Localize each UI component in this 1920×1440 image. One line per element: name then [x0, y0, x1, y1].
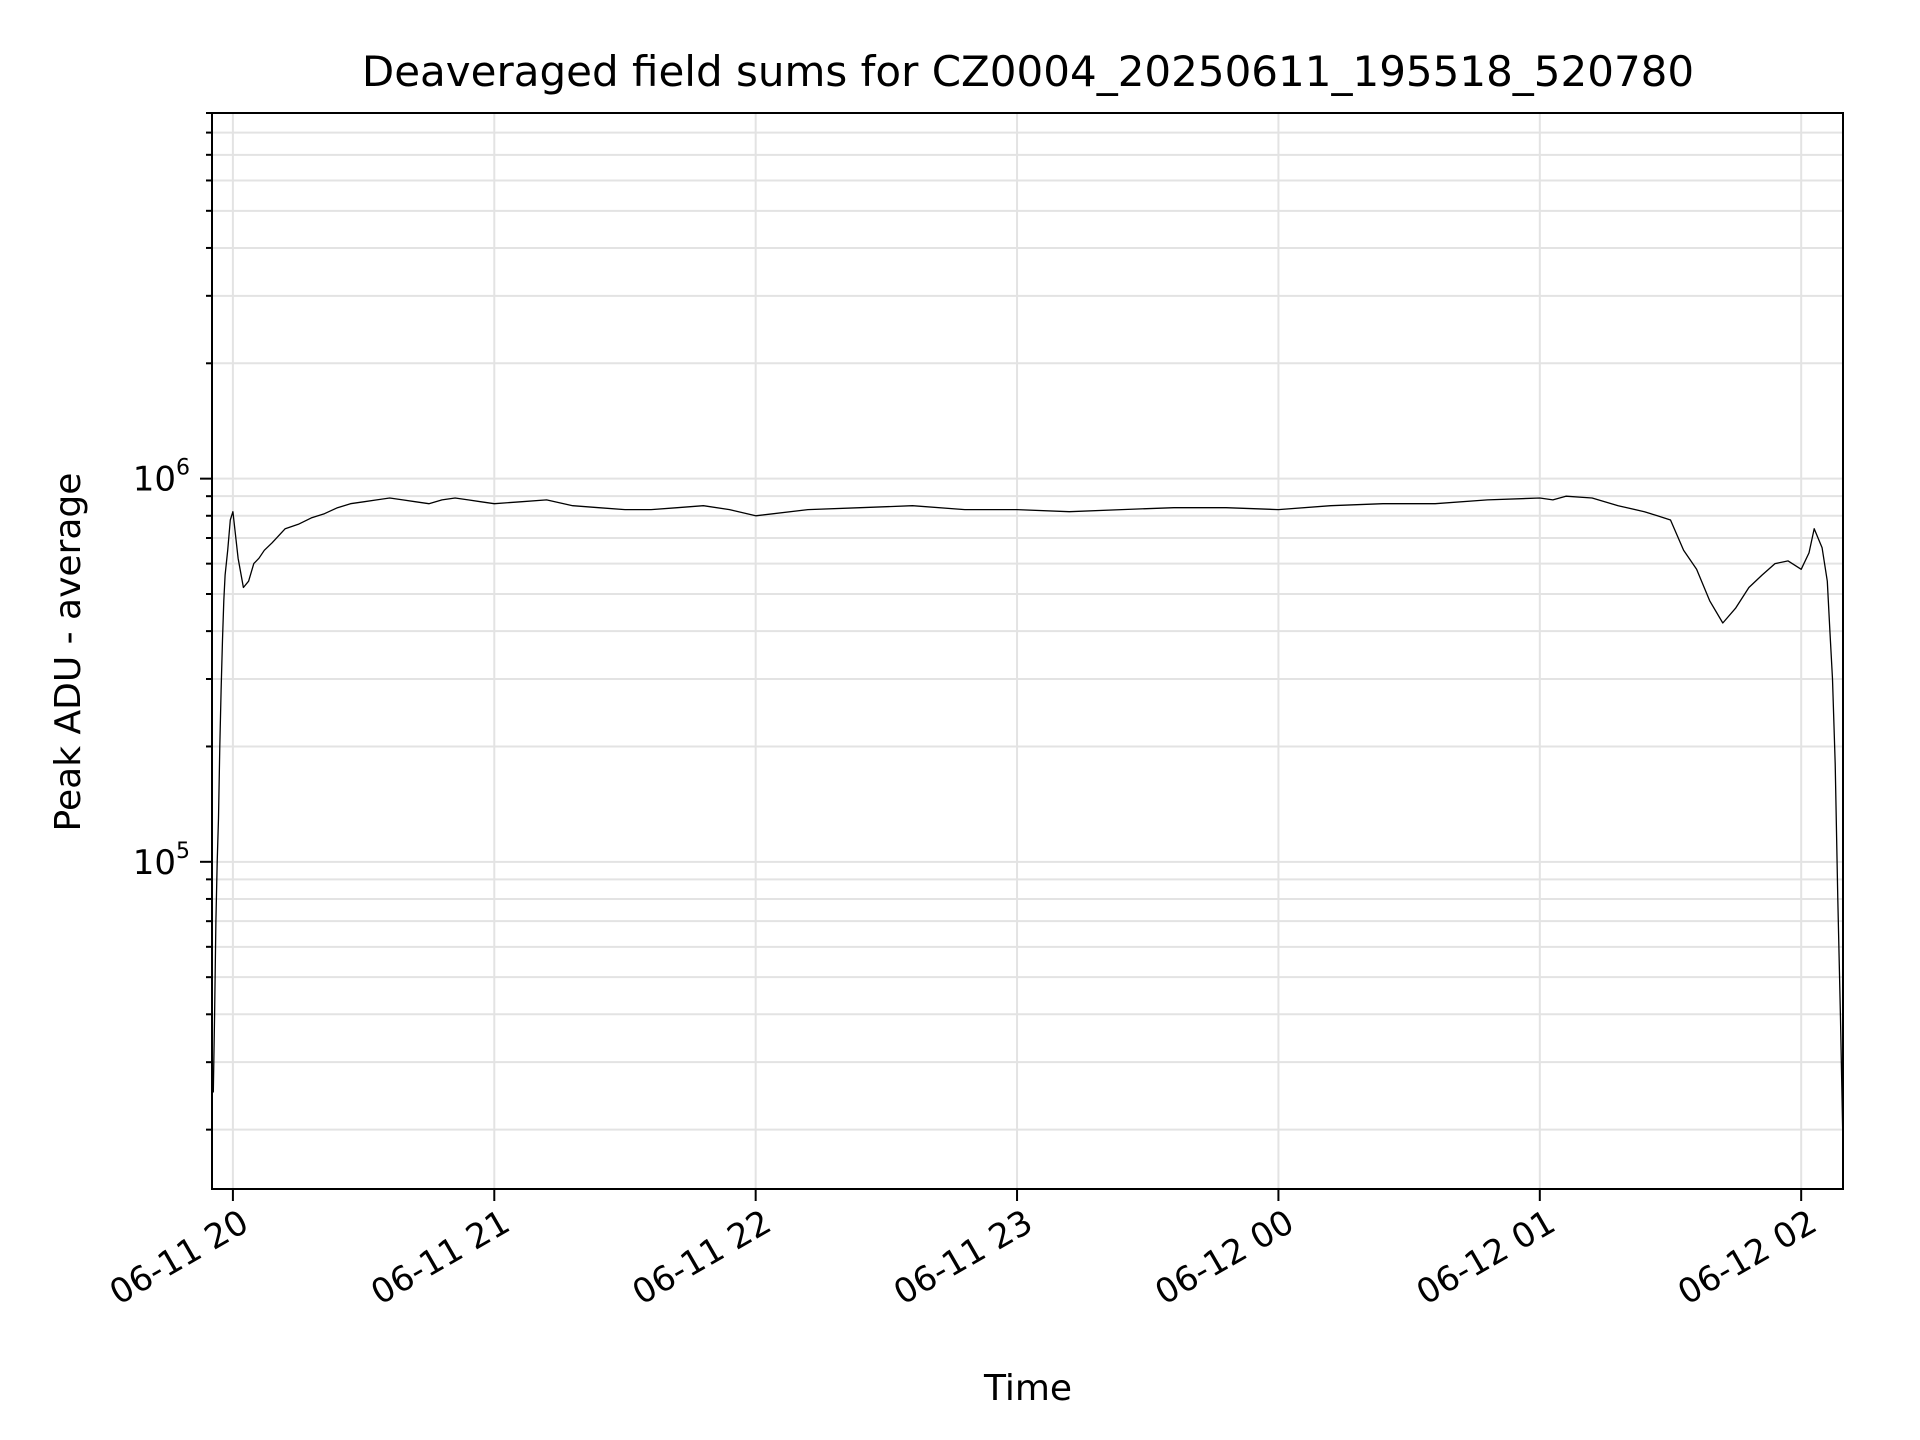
x-tick-label: 06-11 20 — [103, 1202, 255, 1313]
chart-title: Deaveraged field sums for CZ0004_2025061… — [362, 47, 1694, 96]
y-tick-exponent: 6 — [176, 456, 190, 481]
x-tick-label: 06-11 21 — [364, 1202, 516, 1313]
x-tick-label: 06-12 00 — [1149, 1202, 1301, 1313]
x-axis-label: Time — [983, 1368, 1072, 1409]
y-tick-label: 105 — [133, 839, 190, 883]
x-axis-ticks: 06-11 20 06-11 21 06-11 22 06-11 23 06-12 00… — [103, 1189, 1824, 1313]
y-grid — [212, 112, 1843, 1131]
series-line — [212, 495, 1844, 1148]
y-tick-label: 106 — [133, 456, 190, 500]
x-tick-label: 06-11 23 — [887, 1202, 1039, 1313]
y-tick-base: 10 — [133, 843, 176, 883]
y-tick-exponent: 5 — [176, 839, 190, 864]
x-tick-label: 06-12 01 — [1410, 1202, 1562, 1313]
y-axis-label: Peak ADU - average — [48, 473, 89, 832]
x-tick-label: 06-12 02 — [1671, 1202, 1823, 1313]
x-tick-label: 06-11 22 — [626, 1202, 778, 1313]
plot-frame — [211, 112, 1844, 1190]
y-tick-base: 10 — [133, 460, 176, 500]
x-grid — [231, 113, 1803, 1189]
series-layer — [212, 495, 1844, 1148]
